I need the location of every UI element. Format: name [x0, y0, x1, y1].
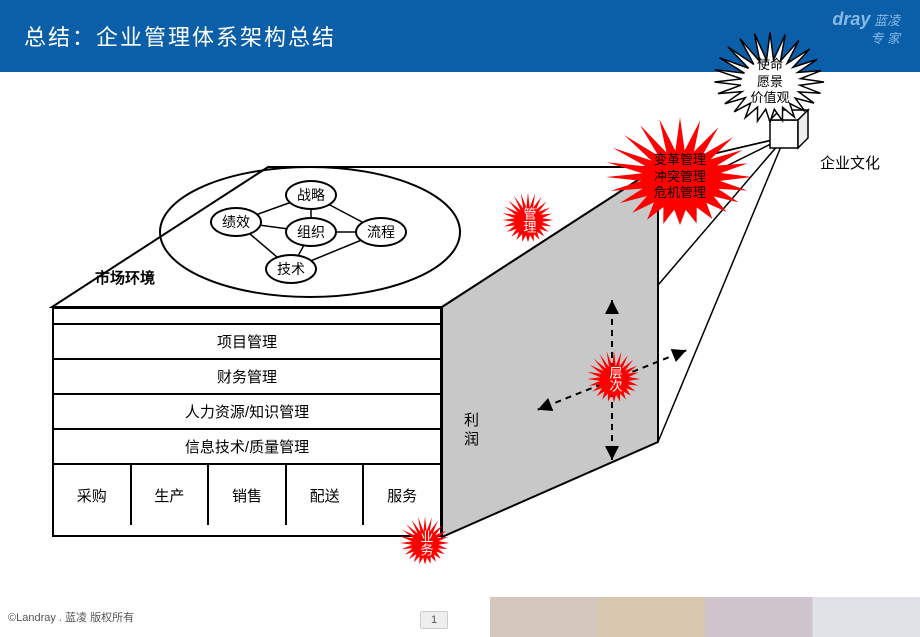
starburst-change-mgmt: 变革管理冲突管理危机管理: [600, 117, 760, 237]
badge-level: 层次: [585, 350, 643, 408]
row-project: 项目管理: [54, 325, 440, 360]
label-profit: 利润: [460, 412, 481, 450]
cell-1: 生产: [132, 465, 210, 525]
row-finance: 财务管理: [54, 360, 440, 395]
bottom-row: 采购 生产 销售 配送 服务: [54, 465, 440, 525]
oval-top: 战略: [285, 180, 337, 210]
front-panel: 项目管理 财务管理 人力资源/知识管理 信息技术/质量管理 采购 生产 销售 配…: [52, 307, 442, 537]
cell-3: 配送: [287, 465, 365, 525]
brand-logo: dray 蓝凌 专 家: [832, 8, 900, 48]
slide-title: 总结：企业管理体系架构总结: [24, 20, 336, 52]
oval-bottom: 技术: [265, 254, 317, 284]
label-culture: 企业文化: [820, 152, 880, 173]
page-number: 1: [420, 611, 448, 629]
copyright-text: ©Landray . 蓝凌 版权所有: [0, 609, 134, 625]
badge-biz: 业务: [398, 516, 452, 570]
footer-photo-strip: [490, 597, 920, 637]
cell-0: 采购: [54, 465, 132, 525]
oval-left: 绩效: [210, 207, 262, 237]
oval-right: 流程: [355, 217, 407, 247]
cell-2: 销售: [209, 465, 287, 525]
badge-mgmt: 管理: [500, 192, 556, 248]
diagram-canvas: 使命愿景价值观 企业文化 变革管理冲突管理危机管理 市场环境 组织 战略 绩效 …: [0, 72, 920, 597]
oval-center: 组织: [285, 217, 337, 247]
row-it: 信息技术/质量管理: [54, 430, 440, 465]
slide-footer: ©Landray . 蓝凌 版权所有 1: [0, 597, 920, 637]
row-hr: 人力资源/知识管理: [54, 395, 440, 430]
label-market-env: 市场环境: [95, 267, 155, 288]
